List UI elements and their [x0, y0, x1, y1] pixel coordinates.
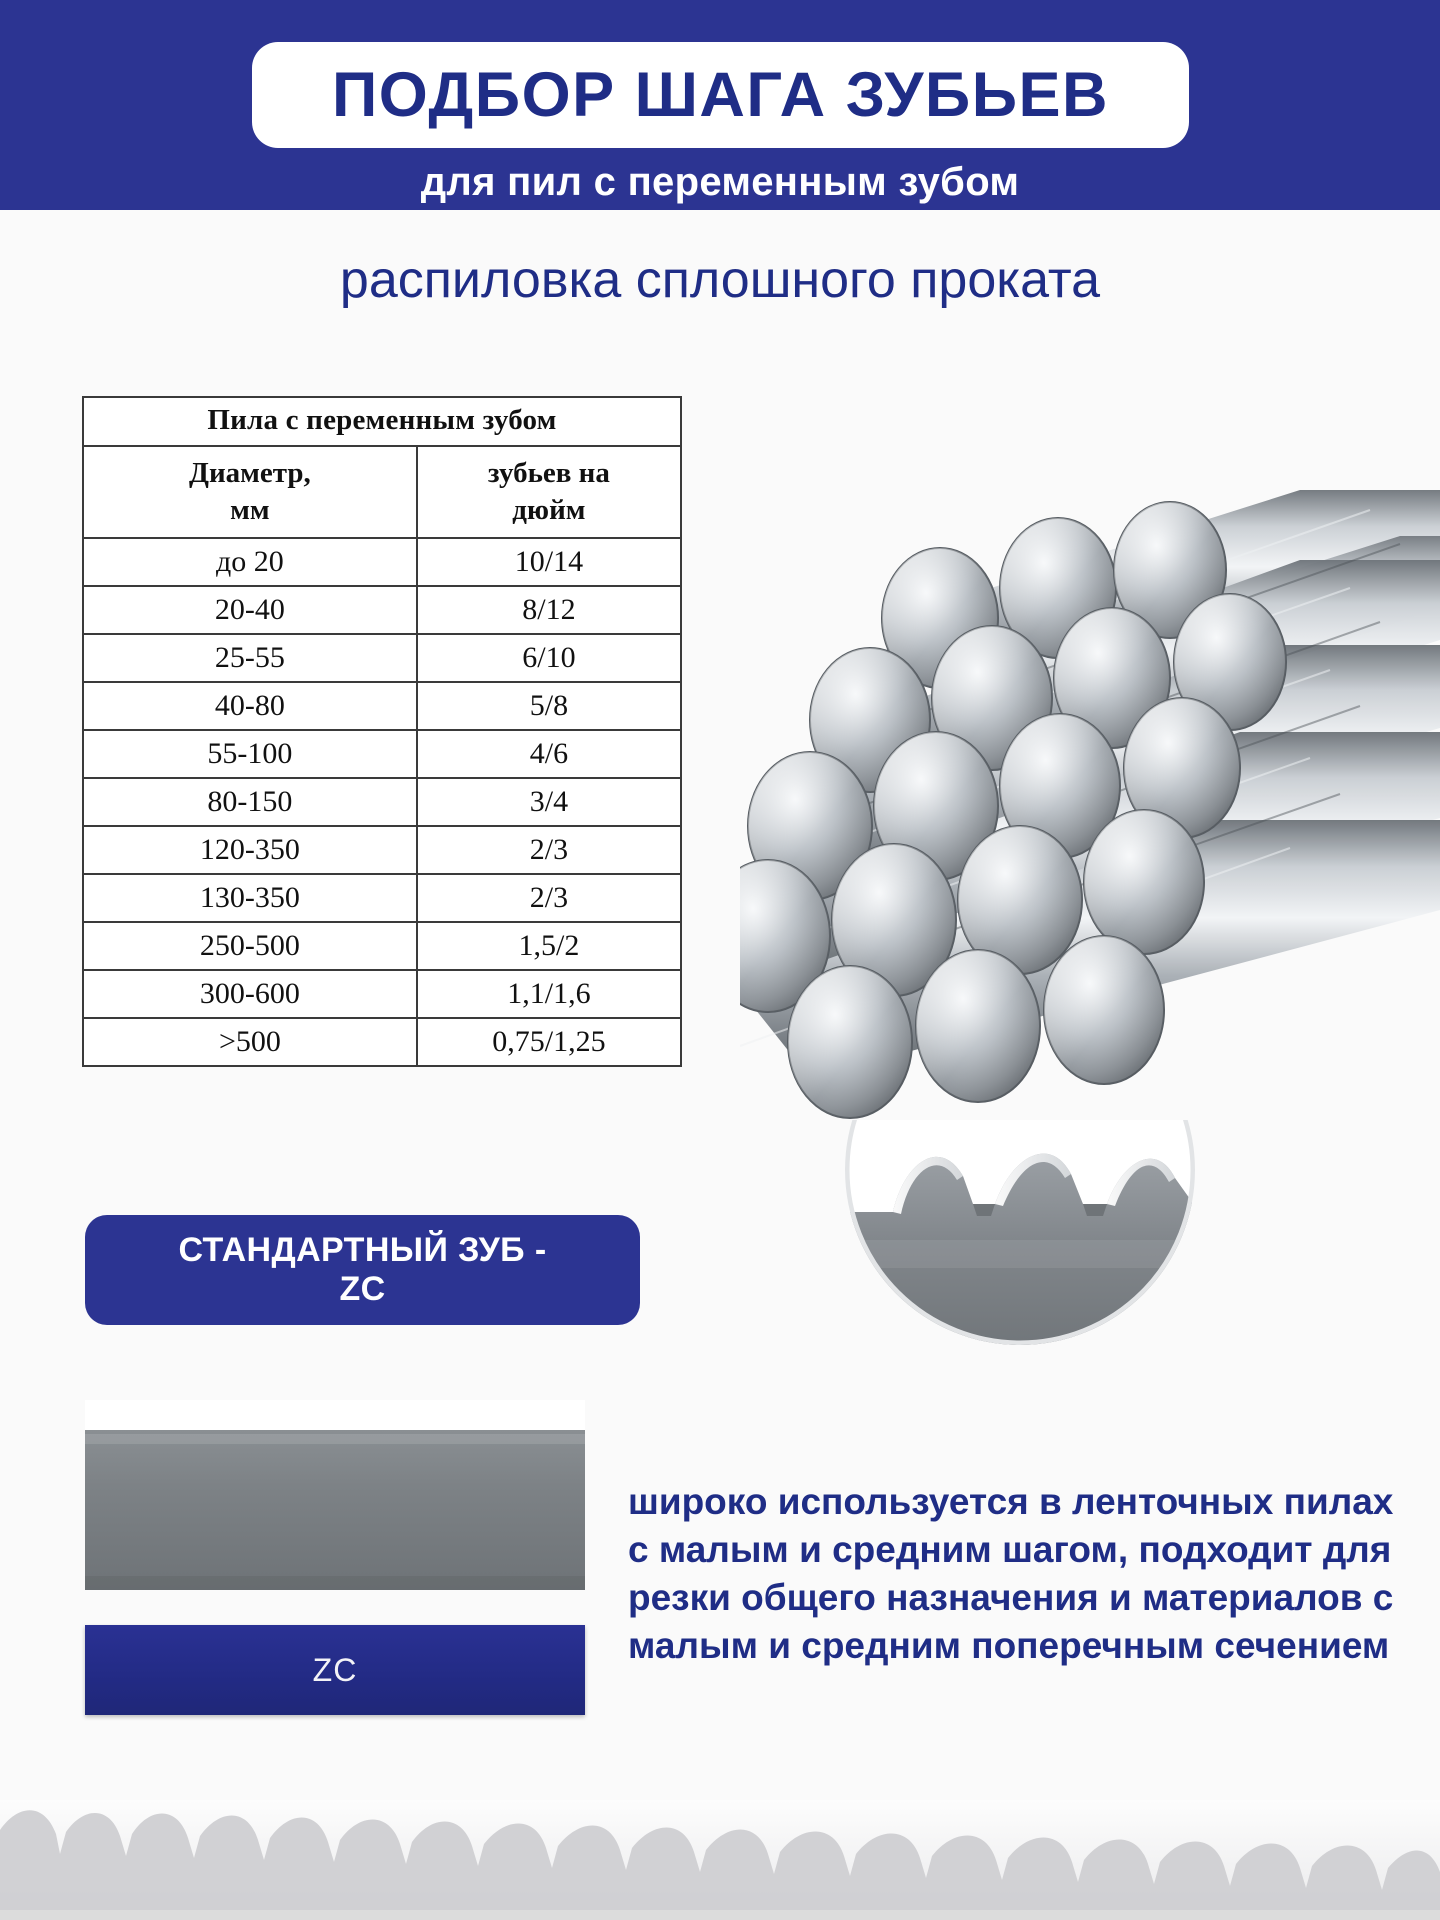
cell-diameter: 300-600 [82, 969, 418, 1020]
table-row: 250-500 1,5/2 [82, 921, 683, 972]
cell-diameter: 25-55 [82, 633, 418, 684]
cell-teeth-per-inch: 3/4 [415, 777, 683, 828]
table-title-row: Пила с переменным зубом [82, 396, 682, 447]
table-row: 300-600 1,1/1,6 [82, 969, 683, 1020]
column-header-diameter-line2: мм [230, 494, 270, 527]
table-row: до 20 10/14 [82, 537, 683, 588]
cell-teeth-per-inch: 1,1/1,6 [415, 969, 683, 1020]
column-header-teeth-line1: зубьев на [487, 457, 610, 489]
cell-teeth-per-inch: 4/6 [415, 729, 683, 780]
table-row: 130-350 2/3 [82, 873, 683, 924]
page-title: ПОДБОР ШАГА ЗУБЬЕВ [331, 60, 1110, 130]
table-row: 55-100 4/6 [82, 729, 683, 780]
blade-label: ZC [312, 1651, 358, 1688]
column-header-teeth-line2: дюйм [512, 494, 586, 527]
header-subtitle: для пил с переменным зубом [420, 160, 1020, 204]
cell-teeth-per-inch: 10/14 [415, 537, 683, 588]
title-pill: ПОДБОР ШАГА ЗУБЬЕВ [252, 42, 1189, 148]
cell-teeth-per-inch: 0,75/1,25 [415, 1017, 683, 1068]
teeth-pitch-table: Пила с переменным зубом Диаметр, мм зубь… [82, 396, 683, 1068]
cell-diameter: 55-100 [82, 729, 418, 780]
section-heading: распиловка сплошного проката [339, 251, 1101, 309]
table-row: 20-40 8/12 [82, 585, 683, 636]
standard-tooth-badge: СТАНДАРТНЫЙ ЗУБ - ZC [85, 1215, 640, 1325]
page-header: ПОДБОР ШАГА ЗУБЬЕВ для пил с переменным … [0, 0, 1440, 210]
band-saw-blade-sample-image [85, 1400, 585, 1590]
band-saw-blade-strip-image [0, 1800, 1440, 1920]
cell-teeth-per-inch: 2/3 [415, 873, 683, 924]
cell-diameter: 20-40 [82, 585, 418, 636]
saw-tooth-closeup-image [845, 1120, 1195, 1370]
blade-label-band: ZC [85, 1625, 585, 1715]
column-header-diameter-line1: Диаметр, [189, 457, 311, 489]
cell-teeth-per-inch: 8/12 [415, 585, 683, 636]
cell-diameter: >500 [82, 1017, 418, 1068]
column-header-teeth: зубьев на дюйм [415, 444, 683, 540]
cell-diameter: 80-150 [82, 777, 418, 828]
cell-diameter: 120-350 [82, 825, 418, 876]
table-body: до 20 10/14 20-40 8/12 25-55 6/10 40-80 5/8 55-1… [82, 537, 683, 1068]
cell-diameter: 40-80 [82, 681, 418, 732]
column-header-diameter: Диаметр, мм [82, 444, 418, 540]
tooth-description: широко используется в ленточных пилах с … [628, 1481, 1394, 1667]
cell-diameter: 250-500 [82, 921, 418, 972]
steel-round-bars-image [740, 470, 1440, 1130]
cell-teeth-per-inch: 1,5/2 [415, 921, 683, 972]
table-row: 80-150 3/4 [82, 777, 683, 828]
table-head: Пила с переменным зубом Диаметр, мм зубь… [82, 396, 683, 540]
cell-diameter: 130-350 [82, 873, 418, 924]
badge-line-1: СТАНДАРТНЫЙ ЗУБ - [178, 1230, 547, 1269]
cell-teeth-per-inch: 6/10 [415, 633, 683, 684]
table-row: >500 0,75/1,25 [82, 1017, 683, 1068]
table-title: Пила с переменным зубом [82, 396, 682, 447]
table-row: 25-55 6/10 [82, 633, 683, 684]
cell-diameter: до 20 [82, 537, 418, 588]
badge-line-2: ZC [339, 1270, 386, 1308]
table-row: 40-80 5/8 [82, 681, 683, 732]
cell-teeth-per-inch: 2/3 [415, 825, 683, 876]
cell-teeth-per-inch: 5/8 [415, 681, 683, 732]
table-header-row: Диаметр, мм зубьев на дюйм [82, 444, 683, 540]
table-row: 120-350 2/3 [82, 825, 683, 876]
